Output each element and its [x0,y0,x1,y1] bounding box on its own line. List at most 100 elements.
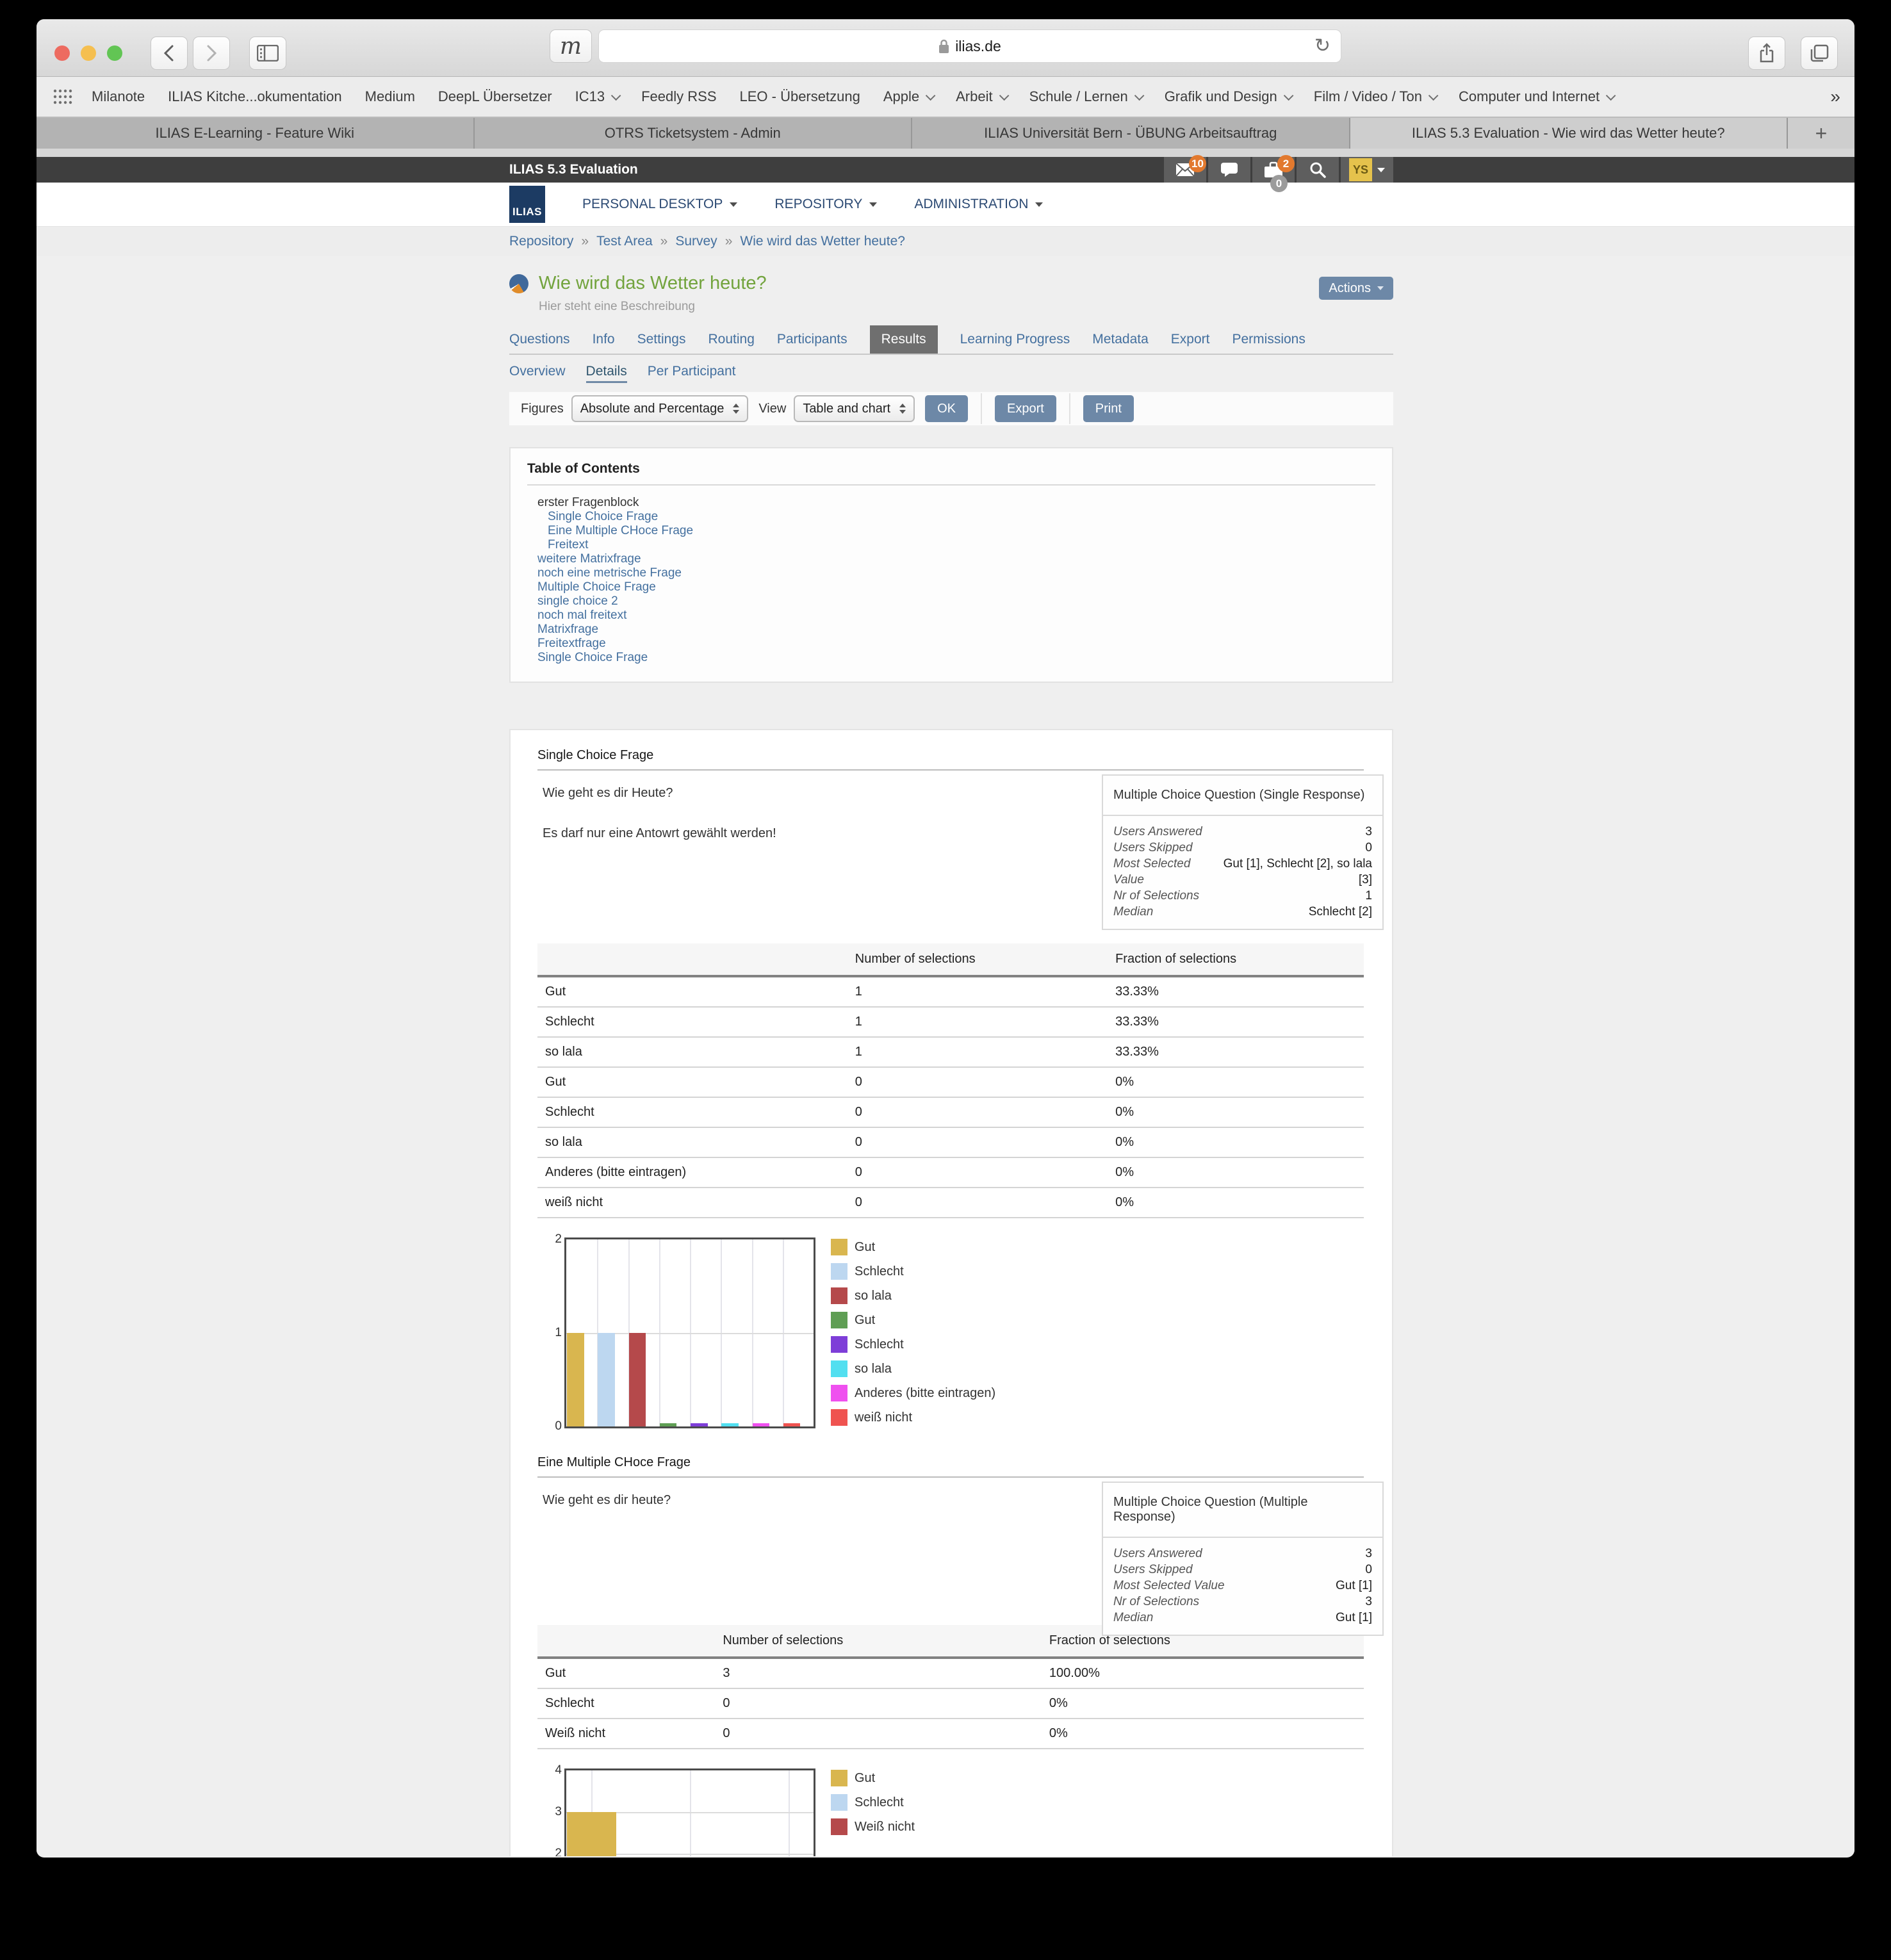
bookmarks-overflow-button[interactable]: » [1830,86,1840,106]
chart-legend: Gut Schlecht so lala Gut Schlecht so lala Ande… [831,1237,995,1433]
share-button[interactable] [1748,36,1785,70]
subtab-per-participant[interactable]: Per Participant [647,364,736,379]
tab-participants[interactable]: Participants [776,332,847,347]
legend-swatch [831,1263,847,1280]
legend-swatch [831,1385,847,1401]
statistic-label: Users Skipped [1113,841,1193,854]
breadcrumb: Repository » Test Area » Survey » Wie wird das… [37,226,1854,256]
bookmark-item[interactable]: Film / Video / Ton [1314,88,1439,105]
back-button[interactable] [151,36,188,70]
table-cell: 0% [1108,1127,1364,1158]
bookmark-item[interactable]: Milanote [92,88,145,105]
tab-info[interactable]: Info [592,332,615,347]
actions-button[interactable]: Actions [1319,277,1393,300]
toc-link[interactable]: Single Choice Frage [548,510,659,523]
breadcrumb-link[interactable]: Survey [675,234,717,249]
y-axis-tick-label: 1 [555,1326,562,1339]
answers-table: Number of selections Fraction of selectio… [537,943,1364,1218]
new-tab-button[interactable]: + [1788,118,1854,149]
toc-link[interactable]: Eine Multiple CHoce Frage [548,524,694,537]
ilias-logo[interactable]: ILIAS [509,186,545,223]
tab-overview-button[interactable] [1801,36,1838,70]
toc-link[interactable]: Matrixfrage [537,623,599,636]
breadcrumb-link[interactable]: Test Area [596,234,653,249]
browser-tab[interactable]: OTRS Ticketsystem - Admin [474,118,912,149]
ok-button[interactable]: OK [925,395,968,422]
legend-label: so lala [855,1361,892,1376]
chart-bar [567,1333,584,1426]
tab-permissions[interactable]: Permissions [1232,332,1306,347]
bookmark-item[interactable]: Grafik und Design [1164,88,1294,105]
bookmark-item[interactable]: Medium [365,88,415,105]
tab-routing[interactable]: Routing [708,332,755,347]
close-window-button[interactable] [54,45,70,61]
toc-link[interactable]: Freitext [548,538,589,551]
legend-label: Weiß nicht [855,1819,915,1834]
subtab-details[interactable]: Details [585,364,627,383]
user-menu-button[interactable]: YS [1341,157,1393,183]
legend-label: Schlecht [855,1264,904,1278]
question-note: Es darf nur eine Antowrt gewählt werden! [543,826,776,840]
browser-tab[interactable]: ILIAS 5.3 Evaluation - Wie wird das Wett… [1350,118,1788,149]
toc-link[interactable]: Single Choice Frage [537,651,648,664]
toc-link[interactable]: Freitextfrage [537,637,606,650]
toc-link[interactable]: single choice 2 [537,594,618,608]
main-nav-item[interactable]: PERSONAL DESKTOP [582,197,738,212]
mail-button[interactable]: 10 [1164,155,1206,183]
tab-results[interactable]: Results [869,325,938,354]
toc-link[interactable]: weitere Matrixfrage [537,552,641,566]
address-bar[interactable]: ilias.de ↻ [598,29,1341,63]
main-nav-item[interactable]: REPOSITORY [774,197,878,212]
workspace-button[interactable]: 2 0 [1252,155,1295,192]
bookmark-item[interactable]: ILIAS Kitche...okumentation [168,88,342,105]
bookmark-item[interactable]: DeepL Übersetzer [438,88,552,105]
web-page: ILIAS 5.3 Evaluation 10 2 0 [37,149,1854,1856]
bookmark-item[interactable]: IC13 [575,88,621,105]
milanote-favicon-button[interactable]: m [550,29,592,63]
bookmark-item[interactable]: Arbeit [956,88,1009,105]
browser-tab[interactable]: ILIAS E-Learning - Feature Wiki [37,118,475,149]
statistic-label: Median [1113,1611,1154,1624]
tab-settings[interactable]: Settings [637,332,686,347]
chart-legend: Gut Schlecht Weiß nicht [831,1768,915,1856]
breadcrumb-link[interactable]: Repository [509,234,574,249]
tab-questions[interactable]: Questions [509,332,570,347]
bookmark-label: Grafik und Design [1164,88,1277,104]
bookmark-item[interactable]: Computer und Internet [1459,88,1616,105]
reload-button[interactable]: ↻ [1314,35,1330,56]
bookmark-item[interactable]: Schule / Lernen [1029,88,1145,105]
bookmark-item[interactable]: LEO - Übersetzung [740,88,860,105]
grid-line-vertical [789,1770,790,1856]
table-cell: 1 [847,1007,1108,1038]
toc-link[interactable]: noch mal freitext [537,608,627,622]
tab-export[interactable]: Export [1170,332,1210,347]
bookmark-apps-grid-icon[interactable] [53,89,72,104]
bookmark-item[interactable]: Feedly RSS [641,88,716,105]
subtab-overview[interactable]: Overview [509,364,566,379]
tab-metadata[interactable]: Metadata [1092,332,1149,347]
bookmark-item[interactable]: Apple [883,88,936,105]
chevron-down-icon [1428,90,1439,101]
tab-learning-progress[interactable]: Learning Progress [960,332,1070,347]
export-button[interactable]: Export [994,395,1056,422]
main-nav-item[interactable]: ADMINISTRATION [914,197,1044,212]
legend-swatch [831,1336,847,1353]
breadcrumb-link[interactable]: Wie wird das Wetter heute? [740,234,905,249]
chat-button[interactable] [1208,157,1250,183]
print-button[interactable]: Print [1083,395,1134,422]
search-button[interactable] [1297,157,1339,183]
table-row: Weiß nicht 0 0% [537,1719,1364,1749]
table-row: so lala 0 0% [537,1127,1364,1158]
toc-link[interactable]: noch eine metrische Frage [537,566,682,580]
browser-tab[interactable]: ILIAS Universität Bern - ÜBUNG Arbeitsau… [912,118,1350,149]
sidebar-toggle-button[interactable] [249,36,286,70]
toc-link[interactable]: Multiple Choice Frage [537,580,656,594]
figures-select[interactable]: Absolute and Percentage [571,395,749,422]
chevron-right-icon [207,45,217,61]
zoom-window-button[interactable] [107,45,122,61]
minimize-window-button[interactable] [81,45,96,61]
page-head: Wie wird das Wetter heute? Hier steht ei… [509,256,1393,314]
forward-button[interactable] [193,36,230,70]
breadcrumb-separator: » [660,234,668,249]
view-select[interactable]: Table and chart [794,395,915,422]
